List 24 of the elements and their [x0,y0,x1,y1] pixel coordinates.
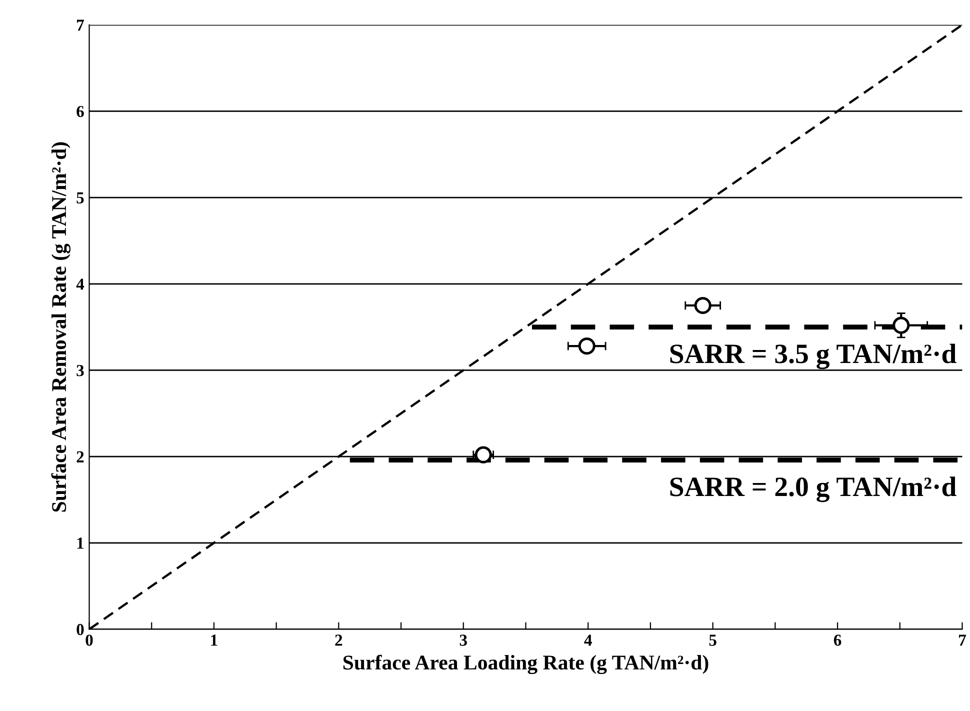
y-tick-label: 1 [77,538,84,549]
x-tick-label: 2 [335,634,342,646]
y-tick-label: 6 [76,106,84,118]
point [694,296,712,314]
x-tick-label: 6 [834,634,842,646]
x-tick-label: 1 [211,634,218,646]
y-tick-label: 4 [76,278,84,290]
y-tick-label: 5 [76,192,84,204]
y-tick-label: 2 [76,451,84,462]
point [474,446,492,464]
x-axis-title: Surface Area Loading Rate (g TAN/m²·d) [343,654,708,674]
x-tick-label: 0 [86,634,93,646]
x-tick-label: 7 [959,634,966,646]
annotation: SARR = 3.5 g TAN/m²·d [670,344,956,370]
x-tick-label: 3 [460,634,467,646]
x-tick-label: 4 [584,634,592,646]
point [892,316,910,334]
y-tick-label: 3 [76,364,84,376]
y-tick-label: 7 [77,20,84,31]
annotation: SARR = 2.0 g TAN/m²·d [670,476,956,502]
x-tick-label: 5 [709,634,716,646]
y-tick-label: 0 [76,624,84,636]
y-axis-title: Surface Area Removal Rate (g TAN/m²·d) [51,142,70,512]
point [578,338,596,355]
